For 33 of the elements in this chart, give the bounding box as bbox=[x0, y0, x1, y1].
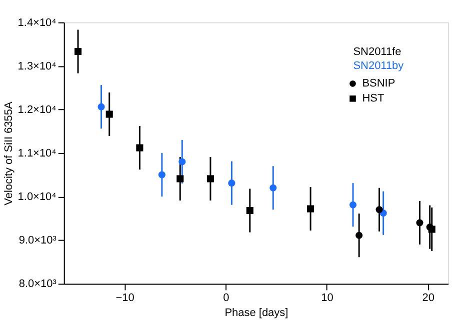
point bbox=[178, 158, 186, 166]
x-tick-label: 0 bbox=[223, 292, 230, 304]
y-tick-label: 1.4×10⁴ bbox=[18, 16, 57, 29]
y-tick-label: 1.0×10⁴ bbox=[18, 191, 57, 204]
x-tick-label: −10 bbox=[116, 292, 134, 304]
point bbox=[136, 144, 144, 152]
point bbox=[270, 184, 277, 192]
point bbox=[356, 232, 363, 239]
point bbox=[176, 175, 184, 182]
text: SN2011by bbox=[353, 60, 404, 72]
point bbox=[228, 180, 236, 187]
annotation: SN2011fe bbox=[353, 46, 402, 58]
point bbox=[106, 110, 113, 118]
x-axis-title: Phase [days] bbox=[224, 307, 288, 320]
point bbox=[158, 171, 166, 178]
x-tick-label: 20 bbox=[422, 292, 434, 304]
point bbox=[307, 205, 314, 212]
y-tick-label: 1.1×10⁴ bbox=[18, 148, 57, 160]
point bbox=[246, 207, 254, 214]
y-tick-label: 1.3×10⁴ bbox=[18, 60, 57, 72]
y-tick-label: 1.2×10⁴ bbox=[18, 104, 57, 116]
point bbox=[416, 219, 424, 226]
point bbox=[206, 175, 214, 182]
point bbox=[74, 48, 82, 56]
x-tick-label: 10 bbox=[321, 292, 334, 304]
legend-label: HST bbox=[362, 92, 384, 105]
y-tick-label: 9.0×10³ bbox=[18, 234, 57, 247]
point bbox=[376, 206, 383, 214]
y-axis-title: Velocity of SiII 6355A bbox=[2, 101, 15, 206]
legend-label: BSNIP bbox=[362, 78, 396, 90]
point bbox=[98, 103, 105, 110]
point bbox=[349, 201, 357, 208]
y-tick-label: 8.0×10³ bbox=[18, 278, 57, 290]
